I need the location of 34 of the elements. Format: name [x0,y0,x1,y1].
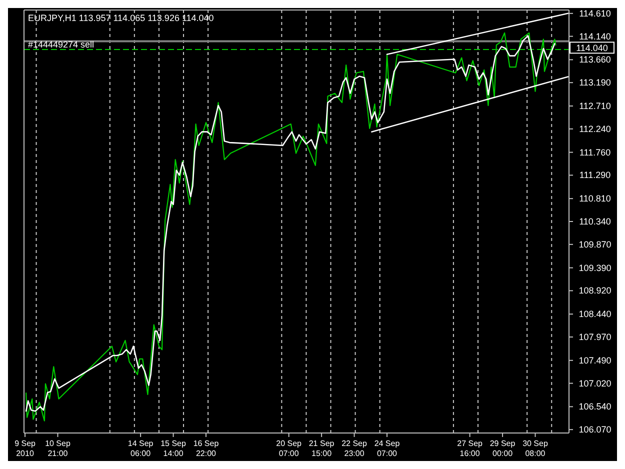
y-tick-label: 108.920 [578,286,612,296]
ref-line-label: 114.040 [576,43,608,54]
y-tick-label: 109.390 [578,262,612,273]
y-tick-label: 107.020 [578,378,612,388]
y-tick-label: 112.240 [579,124,611,134]
chart-title: EURJPY,H1 113.957 114.065 113.926 114.040 [28,13,214,23]
x-tick-label: 27 Sep 16:00 [457,439,484,458]
x-tick-label: 16 Sep 22:00 [193,439,220,458]
y-tick-label: 112.710 [579,101,611,112]
y-tick-label: 110.340 [579,216,611,226]
y-tick-label: 114.610 [579,8,611,18]
y-tick-label: 108.440 [578,309,612,320]
x-tick-label: 10 Sep 21:00 [45,439,71,458]
x-tick-label: 20 Sep 07:00 [276,439,302,458]
y-tick-label: 113.190 [579,78,611,88]
x-tick-label: 22 Sep 23:00 [342,439,368,458]
y-tick-label: 106.070 [578,424,612,435]
x-tick-label: 15 Sep 14:00 [160,439,187,458]
x-tick-label: 14 Sep 06:00 [128,439,154,458]
y-tick-label: 107.970 [578,332,612,342]
x-tick-label: 9 Sep 2010 [14,439,36,458]
x-tick-label: 21 Sep 15:00 [308,439,335,458]
y-tick-label: 114.140 [579,31,611,42]
y-tick-label: 106.540 [578,402,612,412]
y-tick-label: 107.490 [578,355,612,366]
x-tick-label: 30 Sep 08:00 [522,439,548,458]
y-tick-label: 111.290 [579,170,611,180]
y-tick-label: 113.660 [579,54,611,65]
y-tick-label: 111.760 [579,147,611,158]
x-tick-label: 24 Sep 07:00 [374,439,400,458]
y-tick-label: 110.810 [579,194,611,204]
y-tick-label: 109.870 [578,239,612,250]
ref-line-label: #144449274 sell [28,39,94,50]
x-tick-label: 29 Sep 00:00 [490,439,516,458]
